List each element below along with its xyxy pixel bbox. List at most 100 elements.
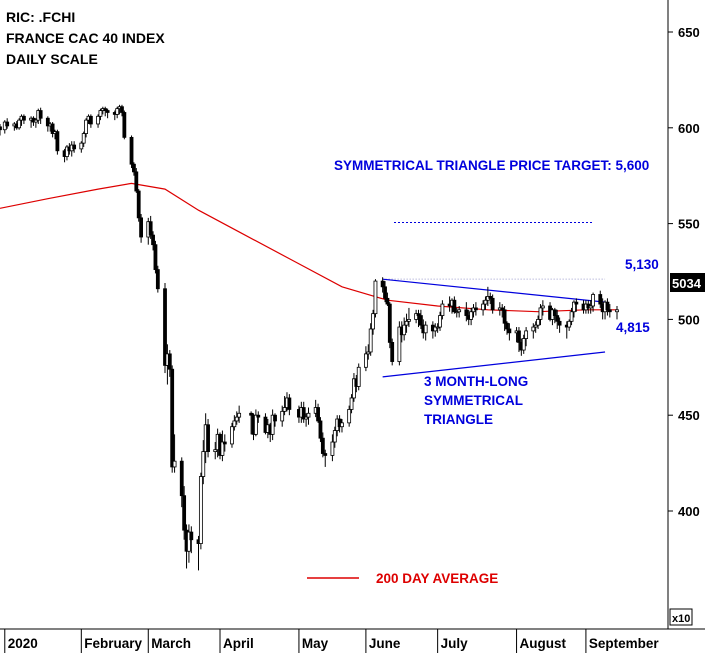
target-guide-lines	[382, 221, 606, 280]
candle-body	[569, 311, 574, 322]
candle	[301, 401, 306, 423]
candle-body	[474, 307, 478, 311]
candle	[505, 321, 509, 335]
candle-body	[440, 303, 445, 316]
candle-body	[397, 326, 402, 362]
candle	[5, 118, 10, 129]
candle-body	[423, 324, 428, 334]
candle-body	[517, 330, 521, 343]
candle	[129, 135, 134, 169]
candle-body	[136, 190, 141, 219]
index-name: FRANCE CAC 40 INDEX	[6, 30, 165, 46]
candle	[198, 472, 203, 550]
candle-body	[304, 416, 309, 420]
candle-body	[253, 414, 258, 435]
candle-body	[287, 397, 292, 410]
candle	[567, 319, 572, 331]
candle	[179, 457, 184, 508]
x-tick-label: February	[84, 636, 142, 651]
candle	[423, 321, 428, 341]
candle-body	[521, 338, 526, 351]
candle	[557, 317, 562, 333]
lower-trendline	[382, 351, 606, 378]
candle	[96, 114, 100, 128]
candle	[414, 309, 419, 324]
candle	[256, 411, 261, 423]
candle	[163, 282, 167, 374]
candle	[330, 434, 335, 462]
candle	[588, 300, 593, 314]
candle-body	[301, 407, 306, 420]
candle	[387, 302, 392, 349]
candle	[569, 307, 574, 326]
candle-body	[5, 121, 10, 127]
candle	[273, 413, 277, 427]
candle	[407, 307, 411, 328]
candle-body	[418, 315, 423, 326]
candle	[33, 118, 38, 128]
candle	[440, 300, 445, 320]
candle	[320, 432, 325, 458]
candle	[139, 214, 143, 243]
candle	[230, 422, 234, 448]
candle	[38, 107, 43, 124]
candle	[404, 313, 409, 333]
candle-body	[163, 288, 167, 366]
candle	[536, 315, 540, 329]
candle	[540, 300, 545, 316]
candle-body	[385, 297, 390, 305]
candle-body	[552, 309, 557, 316]
upper-level-label: 5,130	[625, 257, 659, 272]
candle	[249, 411, 254, 435]
candle	[287, 394, 292, 416]
candle-body	[414, 313, 419, 320]
candle-body	[407, 318, 411, 322]
trendline-layer	[382, 278, 606, 378]
candle-body	[524, 330, 529, 339]
candle	[363, 346, 368, 372]
candle	[170, 365, 175, 473]
candle	[132, 162, 136, 176]
candle	[572, 300, 576, 318]
candle-body	[607, 309, 612, 313]
candle	[483, 296, 488, 310]
candle-body	[457, 309, 462, 313]
candle-body	[22, 115, 26, 121]
candle-body	[383, 286, 387, 299]
candle	[103, 106, 108, 117]
candle	[474, 302, 478, 316]
candle	[17, 118, 22, 130]
candle	[591, 292, 595, 312]
candle	[45, 116, 50, 132]
candle-body	[505, 322, 509, 330]
candle	[172, 434, 177, 473]
candle	[282, 396, 287, 416]
candle	[155, 265, 160, 293]
candle	[222, 434, 227, 452]
y-tick-label: 550	[678, 217, 700, 232]
candle	[416, 309, 421, 328]
candle-body	[237, 412, 242, 418]
candle-body	[273, 414, 277, 422]
x-tick-label: April	[223, 636, 254, 651]
candle-body	[435, 326, 440, 329]
candle	[189, 526, 194, 554]
candle-body	[380, 280, 385, 288]
candle-body	[540, 305, 545, 309]
candle	[153, 240, 158, 274]
candle	[615, 305, 619, 320]
moving-average-line	[0, 182, 617, 313]
candle	[323, 449, 328, 467]
candle	[88, 114, 93, 128]
last-price-marker: 5034	[670, 273, 705, 292]
candle	[280, 405, 285, 427]
candle-body	[132, 163, 136, 173]
candle	[356, 363, 361, 391]
x-tick-label: August	[520, 636, 567, 651]
y-tick-label: 650	[678, 25, 700, 40]
candle-body	[340, 422, 344, 428]
candle-body	[280, 410, 285, 422]
candle-body	[390, 341, 395, 362]
candle	[552, 307, 557, 324]
candle-body	[368, 328, 373, 353]
